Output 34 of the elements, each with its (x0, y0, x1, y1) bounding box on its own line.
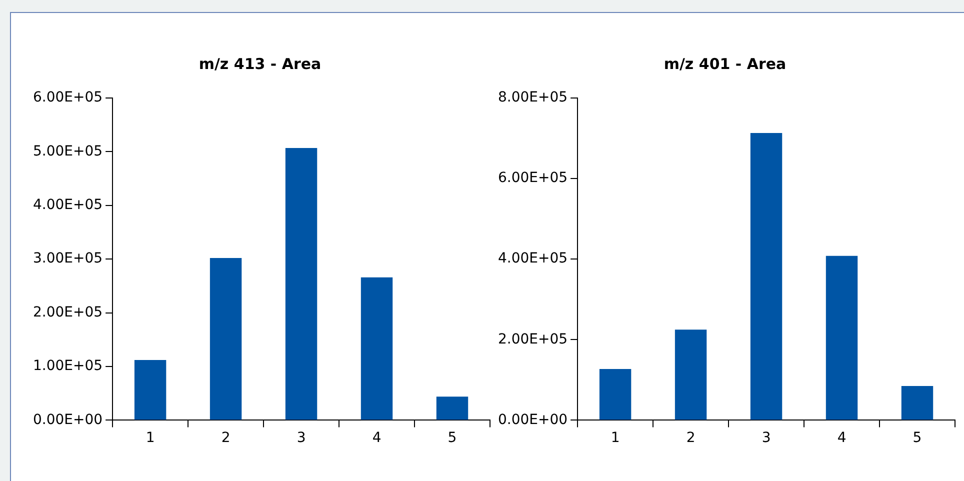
x-tick-label: 3 (296, 430, 306, 446)
bar (360, 277, 393, 420)
y-tick-label: 2.00E+05 (33, 304, 103, 320)
y-tick-label: 8.00E+05 (498, 90, 568, 106)
y-tick-label: 5.00E+05 (33, 143, 103, 160)
bar (674, 330, 707, 420)
bar (599, 369, 632, 420)
y-tick-label: 6.00E+05 (33, 90, 103, 106)
y-tick-label: 4.00E+05 (33, 197, 103, 214)
y-tick-label: 0.00E+00 (33, 412, 103, 428)
y-tick-label: 3.00E+05 (33, 250, 103, 267)
y-tick-label: 6.00E+05 (498, 170, 568, 186)
x-tick-label: 4 (372, 430, 382, 446)
x-tick-label: 1 (146, 430, 155, 446)
x-tick-label: 1 (610, 430, 620, 446)
bar (901, 386, 934, 420)
y-tick-label: 2.00E+05 (498, 331, 568, 348)
bar (210, 258, 242, 420)
bar (285, 148, 318, 420)
x-tick-label: 5 (448, 430, 457, 446)
x-tick-label: 3 (762, 430, 771, 446)
x-tick-label: 5 (912, 430, 922, 446)
y-tick-label: 4.00E+05 (498, 250, 568, 267)
bar (750, 133, 782, 420)
chart-title: m/z 413 - Area (198, 54, 322, 73)
chart-title: m/z 401 - Area (664, 54, 786, 73)
bar (134, 360, 166, 420)
x-tick-label: 4 (837, 430, 846, 446)
x-tick-label: 2 (686, 430, 696, 446)
bar (826, 256, 858, 420)
y-tick-label: 1.00E+05 (33, 358, 103, 374)
x-tick-label: 2 (221, 430, 230, 446)
bar (436, 396, 468, 420)
y-tick-label: 0.00E+00 (498, 412, 568, 428)
